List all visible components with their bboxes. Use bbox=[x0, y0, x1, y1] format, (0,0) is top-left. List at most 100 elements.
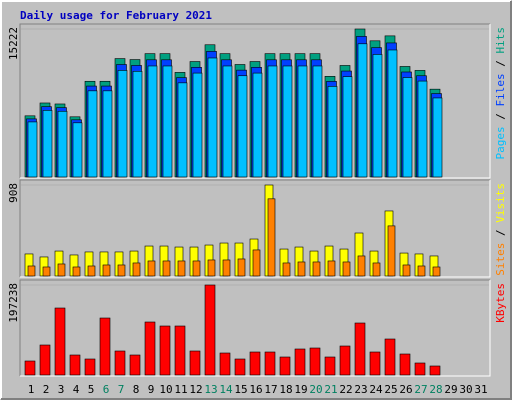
bar bbox=[174, 325, 186, 376]
bar bbox=[432, 266, 441, 277]
x-tick-label: 25 bbox=[384, 383, 397, 396]
x-tick-label: 12 bbox=[189, 383, 202, 396]
bar bbox=[114, 350, 126, 376]
x-tick-label: 28 bbox=[429, 383, 442, 396]
chart-title: Daily usage for February 2021 bbox=[20, 9, 212, 22]
bar bbox=[249, 351, 261, 376]
bar bbox=[414, 362, 426, 376]
bar bbox=[42, 266, 51, 277]
bar bbox=[222, 65, 233, 178]
bar bbox=[282, 65, 293, 178]
x-tick-label: 10 bbox=[159, 383, 172, 396]
bar bbox=[84, 358, 96, 376]
bar bbox=[147, 260, 156, 277]
bar bbox=[72, 122, 83, 178]
bar bbox=[222, 259, 231, 277]
bar bbox=[402, 264, 411, 277]
bar bbox=[42, 110, 53, 178]
legend-entry: Hits bbox=[494, 27, 507, 54]
bar bbox=[192, 260, 201, 277]
bar bbox=[327, 86, 338, 178]
x-tick-label: 6 bbox=[103, 383, 110, 396]
x-tick-label: 16 bbox=[249, 383, 262, 396]
legend: KBytes bbox=[494, 283, 507, 323]
legend-separator: / bbox=[494, 107, 507, 127]
bar bbox=[24, 360, 36, 376]
bar bbox=[399, 353, 411, 376]
x-tick-label: 8 bbox=[133, 383, 140, 396]
x-tick-label: 14 bbox=[219, 383, 233, 396]
y-tick-label: 15222 bbox=[7, 27, 20, 60]
bar bbox=[327, 260, 336, 277]
bar bbox=[252, 249, 261, 277]
y-tick-label: 197238 bbox=[7, 283, 20, 323]
bar bbox=[39, 344, 51, 376]
legend-entry: Files bbox=[494, 73, 507, 106]
x-tick-label: 7 bbox=[118, 383, 125, 396]
bar bbox=[429, 365, 441, 376]
bar bbox=[57, 263, 66, 277]
bar bbox=[267, 65, 278, 178]
bar bbox=[342, 261, 351, 277]
bar bbox=[117, 264, 126, 277]
bar bbox=[72, 266, 81, 277]
bar bbox=[372, 54, 383, 178]
x-tick-label: 29 bbox=[444, 383, 457, 396]
bar bbox=[207, 57, 218, 178]
bar bbox=[354, 322, 366, 376]
bar bbox=[357, 43, 368, 178]
bar bbox=[387, 49, 398, 178]
x-tick-label: 11 bbox=[174, 383, 187, 396]
x-tick-label: 13 bbox=[204, 383, 217, 396]
bar bbox=[69, 354, 81, 376]
bar bbox=[372, 262, 381, 277]
bar bbox=[207, 259, 216, 277]
bar bbox=[267, 198, 276, 277]
x-tick-label: 22 bbox=[339, 383, 352, 396]
bar bbox=[312, 261, 321, 277]
bar bbox=[144, 321, 156, 376]
bar bbox=[189, 350, 201, 376]
legend-entry: KBytes bbox=[494, 283, 507, 323]
bar bbox=[432, 97, 443, 178]
x-tick-label: 5 bbox=[88, 383, 95, 396]
legend: Sites / Visits bbox=[494, 183, 507, 276]
legend: Pages / Files / Hits bbox=[494, 27, 507, 160]
plot-border bbox=[20, 24, 491, 179]
bar bbox=[237, 75, 248, 178]
bar bbox=[342, 76, 353, 178]
x-tick-label: 15 bbox=[234, 383, 247, 396]
plot-border bbox=[19, 23, 490, 178]
bar bbox=[417, 80, 428, 178]
bar bbox=[27, 121, 38, 178]
bar bbox=[387, 225, 396, 277]
bar bbox=[87, 265, 96, 277]
legend-entry: Visits bbox=[494, 183, 507, 223]
bar bbox=[234, 358, 246, 376]
x-tick-label: 24 bbox=[369, 383, 383, 396]
bar bbox=[357, 255, 366, 277]
x-tick-label: 9 bbox=[148, 383, 155, 396]
x-tick-label: 31 bbox=[474, 383, 487, 396]
bar bbox=[177, 260, 186, 277]
x-tick-label: 17 bbox=[264, 383, 277, 396]
x-tick-label: 30 bbox=[459, 383, 472, 396]
bar bbox=[264, 351, 276, 376]
bar bbox=[129, 354, 141, 376]
bar bbox=[312, 65, 323, 178]
bar bbox=[147, 65, 158, 178]
x-tick-label: 20 bbox=[309, 383, 322, 396]
bar bbox=[162, 260, 171, 277]
x-tick-label: 19 bbox=[294, 383, 307, 396]
x-tick-label: 18 bbox=[279, 383, 292, 396]
legend-separator: / bbox=[494, 54, 507, 74]
bar bbox=[279, 356, 291, 376]
y-tick-label: 908 bbox=[7, 183, 20, 203]
x-tick-label: 26 bbox=[399, 383, 412, 396]
legend-entry: Sites bbox=[494, 243, 507, 276]
bar bbox=[192, 72, 203, 178]
bar bbox=[99, 317, 111, 376]
plot-border bbox=[20, 280, 491, 377]
